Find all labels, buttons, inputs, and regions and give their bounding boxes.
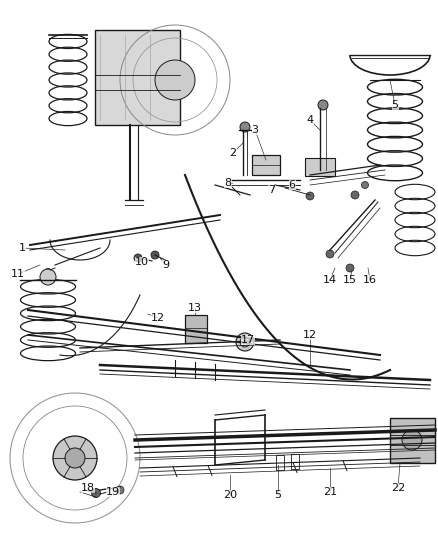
Text: 21: 21 [323, 487, 337, 497]
Text: 20: 20 [223, 490, 237, 500]
FancyBboxPatch shape [305, 158, 335, 176]
Text: 6: 6 [289, 180, 296, 190]
Text: 18: 18 [81, 483, 95, 493]
Text: 7: 7 [268, 185, 276, 195]
Circle shape [53, 436, 97, 480]
FancyBboxPatch shape [185, 315, 207, 343]
Circle shape [346, 264, 354, 272]
Circle shape [65, 448, 85, 468]
Circle shape [326, 250, 334, 258]
Text: 15: 15 [343, 275, 357, 285]
FancyBboxPatch shape [390, 418, 435, 463]
Text: 14: 14 [323, 275, 337, 285]
Circle shape [402, 430, 422, 450]
Text: 11: 11 [11, 269, 25, 279]
Text: 17: 17 [241, 335, 255, 345]
Circle shape [236, 333, 254, 351]
Text: 3: 3 [251, 125, 258, 135]
Circle shape [134, 254, 142, 262]
Text: 5: 5 [392, 100, 399, 110]
FancyBboxPatch shape [252, 155, 280, 175]
Circle shape [240, 122, 250, 132]
Text: 1: 1 [18, 243, 25, 253]
Circle shape [116, 486, 124, 494]
Text: 10: 10 [135, 257, 149, 267]
Text: 16: 16 [363, 275, 377, 285]
Text: 5: 5 [275, 490, 282, 500]
Circle shape [92, 489, 100, 497]
Text: 12: 12 [303, 330, 317, 340]
Circle shape [306, 192, 314, 200]
Circle shape [361, 182, 368, 189]
Text: 12: 12 [151, 313, 165, 323]
Circle shape [351, 191, 359, 199]
Circle shape [318, 100, 328, 110]
Circle shape [45, 269, 52, 276]
Text: 9: 9 [162, 260, 170, 270]
Circle shape [151, 251, 159, 259]
Circle shape [155, 60, 195, 100]
Text: 2: 2 [230, 148, 237, 158]
Circle shape [240, 337, 250, 347]
Text: 13: 13 [188, 303, 202, 313]
Text: 22: 22 [391, 483, 405, 493]
Text: 19: 19 [106, 487, 120, 497]
Text: 8: 8 [224, 178, 232, 188]
Text: 4: 4 [307, 115, 314, 125]
FancyBboxPatch shape [95, 30, 180, 125]
Circle shape [40, 269, 56, 285]
